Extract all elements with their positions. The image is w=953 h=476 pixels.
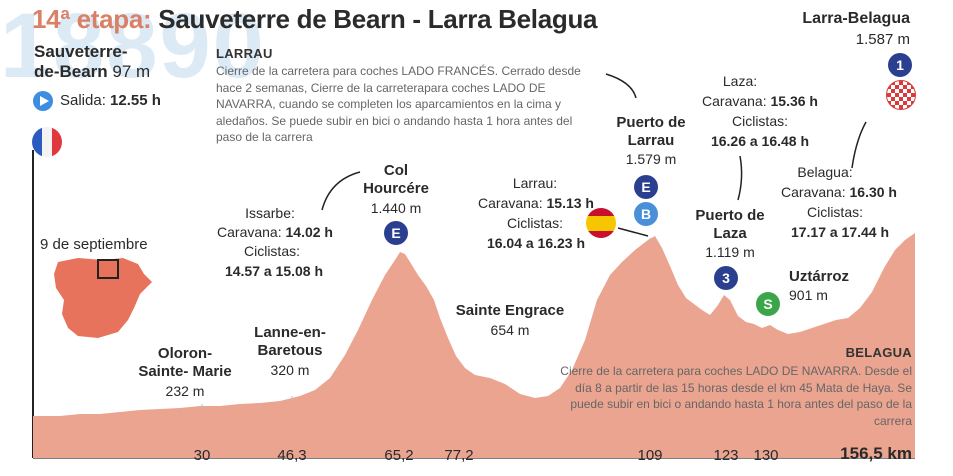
belagua-note-title: BELAGUA (845, 345, 912, 360)
larrau-note: Cierre de la carretera para coches LADO … (216, 64, 581, 144)
laza-cyclists-time: 16.26 a 16.48 h (710, 133, 810, 149)
background-number: 18890 (0, 0, 266, 97)
laza-pass-name: Puerto de Laza (695, 207, 765, 242)
hourcere-badge: E (384, 221, 408, 245)
departure-info: Salida: 12.55 h (60, 92, 161, 109)
larrau-pass-name: Puerto de Larrau (616, 114, 686, 149)
km-tick: 77,2 (444, 447, 474, 464)
larrau-cyclists-time: 16.04 a 16.23 h (486, 235, 586, 251)
waypoint-ticks (201, 238, 651, 410)
laza-schedule: Laza: (722, 73, 758, 89)
leader-lines (321, 73, 867, 237)
belagua-caravan: Caravana: 16.30 h (781, 184, 897, 200)
belagua-place: Belagua: (797, 164, 853, 180)
issarbe-caravan: Caravana: 14.02 h (217, 224, 333, 240)
uztarroz-name: Uztárroz (789, 268, 850, 285)
start-name: Sauveterre- de-Bearn 97 m (34, 42, 151, 81)
laza-caravan: Caravana: 15.36 h (702, 93, 818, 109)
oloron-altitude: 232 m (165, 383, 205, 399)
belagua-cyclists-label: Ciclistas: (806, 204, 863, 220)
france-flag-icon (32, 127, 62, 157)
issarbe-cyclists-time: 14.57 a 15.08 h (224, 263, 324, 279)
larrau-note-title: LARRAU (216, 46, 273, 61)
spain-flag-icon (586, 208, 616, 238)
uztarroz-altitude: 901 m (789, 287, 828, 303)
larrau-caravan: Caravana: 15.13 h (478, 195, 594, 211)
belagua-cyclists-time: 17.17 a 17.44 h (790, 224, 890, 240)
km-tick: 130 (753, 447, 779, 464)
km-tick: 30 (193, 447, 211, 464)
hourcere-name: Col Hourcére (363, 162, 429, 197)
issarbe-place: Issarbe: (245, 205, 295, 221)
km-tick: 109 (637, 447, 663, 464)
finish-badge: 1 (888, 53, 912, 77)
profile-area (33, 233, 915, 458)
laza-badge: 3 (714, 266, 738, 290)
km-tick: 46,3 (277, 447, 307, 464)
engrace-name: Sainte Engrace (455, 302, 565, 319)
stage-number: 14ª etapa: (32, 4, 152, 34)
oloron-name: Oloron- Sainte- Marie (138, 345, 232, 380)
lanne-name: Lanne-en- Baretous (254, 324, 326, 359)
km-total: 156,5 km (840, 444, 912, 463)
stage-route: Sauveterre de Bearn - Larra Belagua (158, 4, 598, 34)
uztarroz-badge: S (756, 292, 780, 316)
km-tick: 65,2 (384, 447, 414, 464)
page-title: 14ª etapa: Sauveterre de Bearn - Larra B… (32, 4, 598, 35)
engrace-altitude: 654 m (490, 322, 530, 338)
finish-name: Larra-Belagua (802, 10, 910, 27)
laza-pass-altitude: 1.119 m (705, 244, 755, 260)
hourcere-altitude: 1.440 m (370, 200, 422, 216)
larrau-badge-b: B (634, 202, 658, 226)
issarbe-cyclists-label: Ciclistas: (243, 243, 300, 259)
larrau-badge-e: E (634, 175, 658, 199)
belagua-note: Cierre de la carretera para coches LADO … (560, 364, 912, 428)
km-tick: 123 (713, 447, 739, 464)
larrau-cyclists-label: Ciclistas: (506, 215, 563, 231)
play-icon (33, 91, 53, 111)
laza-cyclists-label: Ciclistas: (731, 113, 788, 129)
larrau-pass-altitude: 1.579 m (625, 151, 677, 167)
larrau-place: Larrau: (512, 175, 558, 191)
finish-altitude: 1.587 m (855, 31, 910, 48)
checkered-flag-icon (886, 80, 916, 110)
race-date: 9 de septiembre (40, 236, 148, 253)
lanne-altitude: 320 m (270, 362, 310, 378)
spain-map-icon (54, 258, 152, 338)
